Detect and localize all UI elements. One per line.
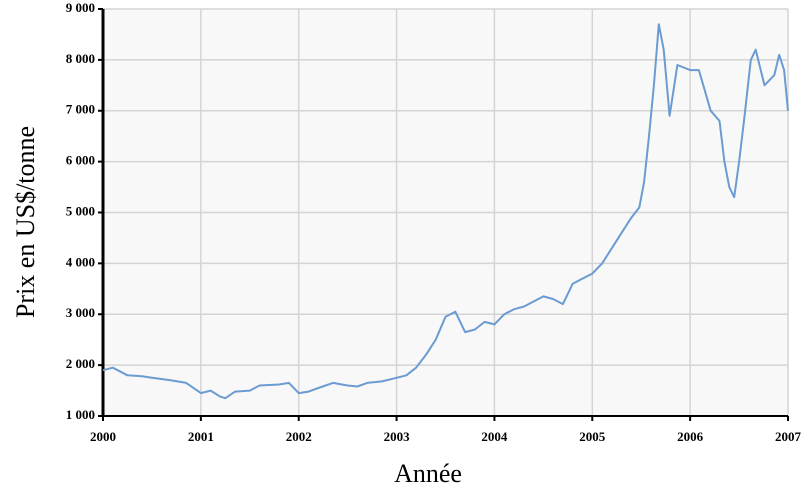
y-axis-label: Prix en US$/tonne — [11, 126, 40, 318]
y-tick-label: 8 000 — [66, 51, 95, 66]
x-tick-label: 2004 — [481, 429, 508, 444]
x-tick-label: 2005 — [579, 429, 606, 444]
price-line — [102, 23, 789, 400]
y-tick-label: 6 000 — [66, 153, 95, 168]
y-tick-label: 5 000 — [66, 203, 95, 218]
y-tick-label: 2 000 — [66, 356, 95, 371]
x-tick-label: 2007 — [775, 429, 801, 444]
y-tick-label: 3 000 — [66, 305, 95, 320]
y-tick-label: 7 000 — [66, 102, 95, 117]
x-tick-label: 2000 — [90, 429, 116, 444]
x-tick-label: 2001 — [188, 429, 214, 444]
y-tick-label: 9 000 — [66, 0, 95, 15]
x-tick-label: 2003 — [384, 429, 411, 444]
x-tick-label: 2002 — [286, 429, 312, 444]
y-tick-label: 1 000 — [66, 407, 95, 422]
x-tick-label: 2006 — [677, 429, 704, 444]
x-axis-label: Année — [394, 459, 462, 488]
y-tick-label: 4 000 — [66, 254, 95, 269]
